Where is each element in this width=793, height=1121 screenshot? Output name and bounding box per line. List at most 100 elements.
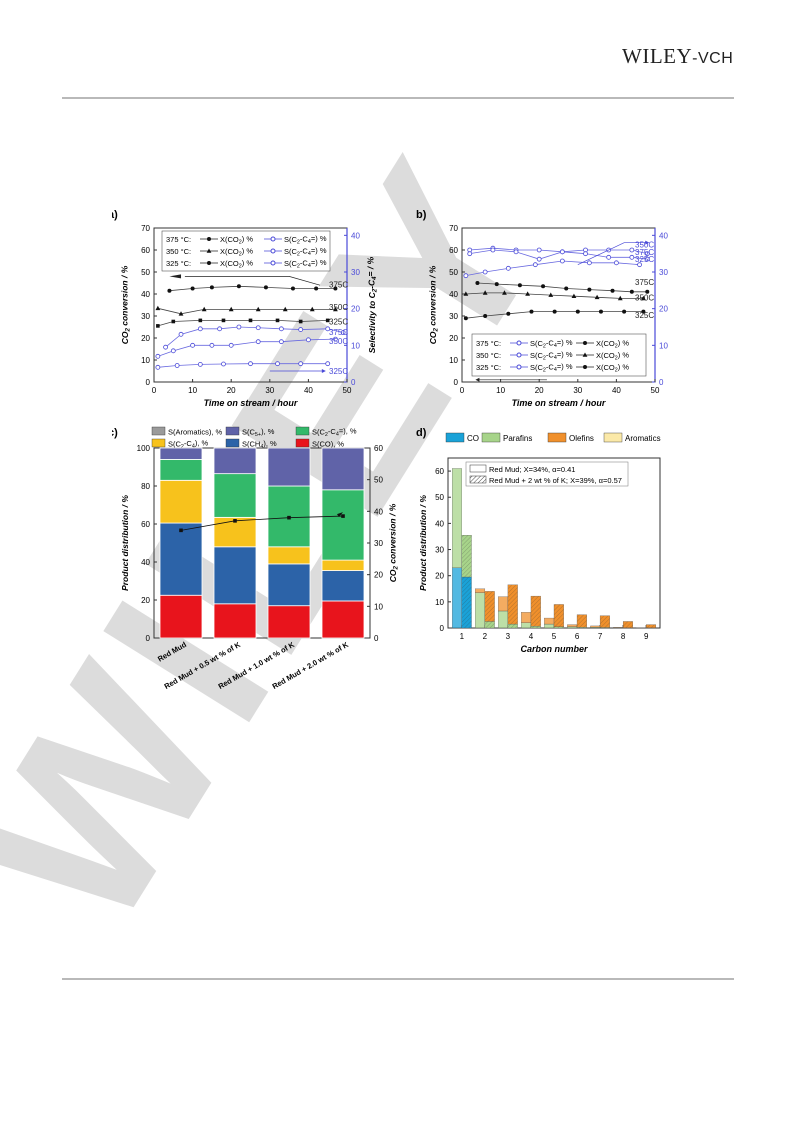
y2-tick-label: 0 [351, 378, 356, 387]
conversion-line [180, 515, 344, 531]
y2-tick-label: 60 [374, 444, 383, 453]
bar-segment [613, 627, 624, 628]
end-label: 350C [329, 303, 348, 312]
series-point [275, 318, 280, 323]
bar-hatch [600, 627, 610, 628]
series-point [263, 285, 268, 290]
series-point [221, 361, 226, 367]
bar-hatch [646, 624, 656, 628]
series-point [228, 306, 234, 312]
series-point [463, 316, 468, 321]
x-tick-label: 50 [343, 386, 352, 395]
series-point [155, 305, 161, 311]
y-tick-label: 30 [435, 546, 444, 555]
legend-temp: 350 °C: [166, 247, 191, 256]
series-point [629, 289, 634, 294]
series-point [178, 331, 184, 337]
y2-tick-label: 0 [374, 634, 379, 643]
series-point [513, 249, 519, 255]
publisher-logo: WILEY-VCH [622, 44, 733, 69]
series-point [541, 284, 546, 289]
series-point [617, 295, 623, 301]
y-tick-label: 20 [141, 334, 150, 343]
panel-label: b) [416, 209, 427, 221]
bar-hatch [577, 627, 587, 628]
series-point [622, 309, 627, 314]
legend-sel: S(C2​-C4​=) % [284, 258, 327, 270]
x-axis-title: Carbon number [520, 644, 588, 654]
arrow-selectivity [577, 242, 648, 265]
bar-segment [475, 592, 486, 629]
legend2-label: Red Mud + 2 wt % of K; X=39%, α=0.57 [489, 476, 622, 485]
bar-hatch [484, 621, 495, 628]
x-tick-label: 20 [227, 386, 236, 395]
y-tick-label: 60 [435, 467, 444, 476]
bar-segment [451, 468, 462, 568]
bar-hatch [461, 577, 472, 628]
series-point [517, 283, 522, 288]
panel-b: b) 0 10 20 30 40 50 60 70 0 10 20 30 40 0 10 20 30 40 50 Tim… [416, 209, 668, 408]
bar-hatch [530, 626, 541, 628]
legend2-swatch [469, 464, 487, 473]
end-label: 325C [329, 367, 348, 376]
bar-segment [159, 479, 203, 524]
series-point [525, 291, 531, 296]
series-point [606, 254, 612, 260]
legend-swatch [445, 432, 465, 443]
series-point [483, 314, 488, 318]
y-tick-label: 40 [141, 558, 150, 567]
y-axis-title: Product distribution / % [418, 495, 428, 591]
series-point [201, 306, 207, 312]
legend-swatch [481, 432, 501, 443]
bar-segment [321, 447, 365, 491]
y-tick-label: 60 [449, 246, 458, 255]
x-tick-label: 5 [552, 632, 557, 641]
x-tick-label: 7 [598, 632, 603, 641]
series-point [564, 286, 569, 291]
bar-hatch [530, 596, 541, 627]
legend-marker [583, 365, 587, 369]
series-point [613, 260, 619, 266]
arrow-head [321, 369, 326, 373]
legend-marker [516, 364, 522, 370]
bar-segment [267, 563, 311, 607]
series-point [174, 363, 180, 368]
y2-tick-label: 20 [374, 571, 383, 580]
series-point [559, 258, 565, 264]
y-tick-label: 10 [435, 598, 444, 607]
y2-tick-label: 20 [351, 305, 360, 314]
bar-hatch [484, 591, 495, 622]
conversion-point [233, 519, 237, 523]
panel-a: a) 0 10 20 30 40 50 60 70 0 10 20 30 40 0 10 20 30 40 50 Tim… [112, 209, 379, 408]
bar-segment [590, 625, 601, 628]
legend-swatch [295, 426, 310, 436]
series-point [494, 282, 499, 287]
legend-sel: S(C2​-C4​=) % [284, 246, 327, 258]
end-label: 350C [635, 293, 654, 302]
series-point [255, 339, 261, 345]
y-tick-label: 50 [141, 268, 150, 277]
legend-temp: 375 °C: [476, 339, 501, 348]
bar-segment [475, 588, 486, 593]
series-point [282, 306, 288, 312]
series-point [197, 361, 203, 367]
bar-hatch [554, 604, 564, 627]
bar-segment [321, 559, 365, 571]
series-point [594, 294, 600, 300]
y-tick-label: 40 [141, 290, 150, 299]
series-point [644, 256, 650, 262]
y2-tick-label: 10 [374, 602, 383, 611]
arrow-head [337, 512, 343, 518]
series-point [305, 337, 311, 343]
y-axis-title: CO2​ conversion / % [427, 265, 439, 344]
series-point [610, 288, 615, 293]
legend-conv: X(CO2​) % [220, 246, 253, 257]
x-axis-title: Time on stream / hour [512, 398, 606, 408]
series-point [644, 251, 650, 257]
series-point [482, 269, 488, 275]
series-point [236, 284, 241, 289]
bar-segment [267, 447, 311, 487]
bar-segment [321, 489, 365, 561]
end-label: 350C [329, 337, 348, 346]
legend-conv: X(CO2​) % [596, 350, 629, 361]
